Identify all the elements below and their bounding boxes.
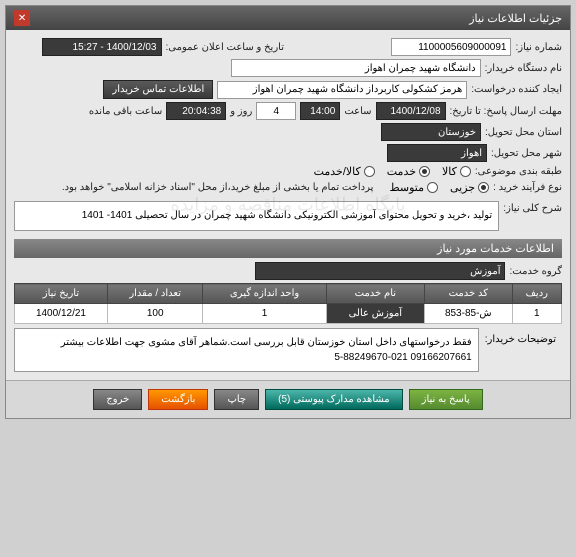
buyer-org-label: نام دستگاه خریدار: <box>485 63 562 74</box>
remaining-label: ساعت باقی مانده <box>89 106 162 117</box>
respond-button[interactable]: پاسخ به نیاز <box>409 389 483 410</box>
radio-goods[interactable]: کالا <box>442 165 471 178</box>
requester-label: ایجاد کننده درخواست: <box>471 84 562 95</box>
process-note: پرداخت تمام یا بخشی از مبلغ خرید،از محل … <box>62 182 374 193</box>
announce-label: تاریخ و ساعت اعلان عمومی: <box>166 42 285 53</box>
th-code: کد خدمت <box>424 284 512 304</box>
radio-both[interactable]: کالا/خدمت <box>314 165 375 178</box>
exit-button[interactable]: خروج <box>93 389 142 410</box>
radio-service[interactable]: خدمت <box>387 165 430 178</box>
table-header-row: ردیف کد خدمت نام خدمت واحد اندازه گیری ت… <box>15 284 562 304</box>
services-table: ردیف کد خدمت نام خدمت واحد اندازه گیری ت… <box>14 283 562 324</box>
radio-icon <box>427 182 438 193</box>
close-icon[interactable]: ✕ <box>14 10 30 26</box>
delivery-province-label: استان محل تحویل: <box>485 127 562 138</box>
days-value: 4 <box>256 102 296 120</box>
need-number-value: 1100005609000091 <box>391 38 511 56</box>
radio-icon <box>419 166 430 177</box>
th-qty: تعداد / مقدار <box>107 284 202 304</box>
category-label: طبقه بندی موضوعی: <box>475 166 562 177</box>
remaining-time: 20:04:38 <box>166 102 226 120</box>
buyer-org-value: دانشگاه شهید چمران اهواز <box>231 59 481 77</box>
content-area: شماره نیاز: 1100005609000091 تاریخ و ساع… <box>6 30 570 380</box>
requester-value: هرمز کشکولی کاربرداز دانشگاه شهید چمران … <box>217 81 467 99</box>
th-name: نام خدمت <box>326 284 424 304</box>
announce-value: 1400/12/03 - 15:27 <box>42 38 162 56</box>
delivery-city: اهواز <box>387 144 487 162</box>
need-number-label: شماره نیاز: <box>515 42 562 53</box>
radio-icon <box>478 182 489 193</box>
attachments-button[interactable]: مشاهده مدارک پیوستی (5) <box>265 389 403 410</box>
button-bar: پاسخ به نیاز مشاهده مدارک پیوستی (5) چاپ… <box>6 380 570 418</box>
th-date: تاریخ نیاز <box>15 284 108 304</box>
deadline-date: 1400/12/08 <box>376 102 446 120</box>
radio-small-label: جزیی <box>450 181 475 194</box>
radio-small[interactable]: جزیی <box>450 181 489 194</box>
service-group-label: گروه خدمت: <box>509 266 562 277</box>
title-bar: جزئیات اطلاعات نیاز ✕ <box>6 6 570 30</box>
buyer-notes-label: توضیحات خریدار: <box>479 328 562 372</box>
process-label: نوع فرآیند خرید : <box>493 182 562 193</box>
delivery-city-label: شهر محل تحویل: <box>491 148 562 159</box>
description-box: تولید ،خرید و تحویل محتوای آموزشی الکترو… <box>14 201 499 231</box>
category-radio-group: کالا خدمت کالا/خدمت <box>314 165 471 178</box>
main-window: جزئیات اطلاعات نیاز ✕ شماره نیاز: 110000… <box>5 5 571 419</box>
delivery-province: خوزستان <box>381 123 481 141</box>
days-label: روز و <box>230 106 252 117</box>
back-button[interactable]: بازگشت <box>148 389 208 410</box>
radio-medium-label: متوسط <box>389 181 424 194</box>
print-button[interactable]: چاپ <box>214 389 259 410</box>
radio-icon <box>460 166 471 177</box>
cell-date: 1400/12/21 <box>15 304 108 324</box>
services-section-header: اطلاعات خدمات مورد نیاز <box>14 239 562 258</box>
th-row: ردیف <box>512 284 561 304</box>
deadline-time: 14:00 <box>300 102 340 120</box>
contact-info-button[interactable]: اطلاعات تماس خریدار <box>103 80 213 99</box>
buyer-notes-box: فقط درخواستهای داخل استان خوزستان قابل ب… <box>14 328 479 372</box>
time-label-1: ساعت <box>344 106 371 117</box>
cell-idx: 1 <box>512 304 561 324</box>
cell-code: ش-85-853 <box>424 304 512 324</box>
deadline-label: مهلت ارسال پاسخ: تا تاریخ: <box>450 106 562 117</box>
radio-both-label: کالا/خدمت <box>314 165 361 178</box>
process-radio-group: جزیی متوسط <box>389 181 489 194</box>
buyer-notes-row: توضیحات خریدار: فقط درخواستهای داخل استا… <box>14 328 562 372</box>
service-group-value: آموزش <box>255 262 505 280</box>
th-unit: واحد اندازه گیری <box>203 284 326 304</box>
radio-goods-label: کالا <box>442 165 457 178</box>
cell-name: آموزش عالی <box>326 304 424 324</box>
desc-label: شرح کلی نیاز: <box>503 197 562 214</box>
cell-unit: 1 <box>203 304 326 324</box>
radio-service-label: خدمت <box>387 165 416 178</box>
radio-medium[interactable]: متوسط <box>389 181 438 194</box>
cell-qty: 100 <box>107 304 202 324</box>
table-row[interactable]: 1 ش-85-853 آموزش عالی 1 100 1400/12/21 <box>15 304 562 324</box>
window-title: جزئیات اطلاعات نیاز <box>469 12 562 25</box>
radio-icon <box>364 166 375 177</box>
